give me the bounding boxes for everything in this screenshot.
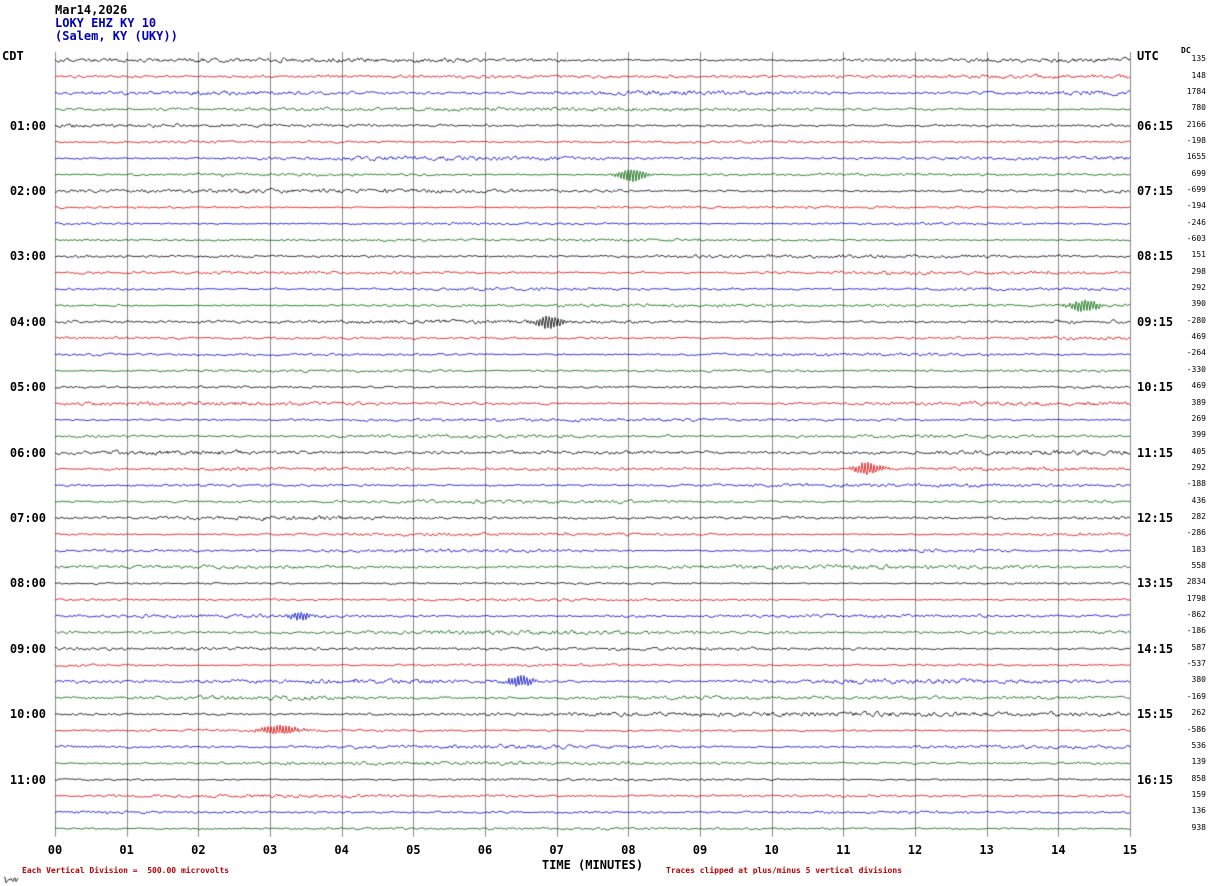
- x-tick-label: 15: [1122, 843, 1138, 857]
- dc-offset-value: -194: [1186, 201, 1206, 211]
- x-tick-label: 14: [1051, 843, 1066, 857]
- dc-offset-value: 292: [1191, 462, 1206, 472]
- dc-offset-value: 536: [1191, 740, 1206, 750]
- dc-offset-value: 282: [1191, 511, 1206, 521]
- station-title: LOKY EHZ KY 10: [55, 16, 157, 30]
- dc-offset-value: 292: [1191, 283, 1206, 293]
- left-time-label: 04:00: [9, 314, 46, 329]
- x-tick-label: 07: [549, 843, 564, 857]
- location-title: (Salem, KY (UKY)): [55, 29, 178, 43]
- dc-offset-value: 558: [1191, 561, 1206, 571]
- right-time-label: 08:15: [1137, 249, 1174, 264]
- x-axis-title: TIME (MINUTES): [541, 858, 644, 872]
- left-time-label: 10:00: [9, 707, 46, 722]
- right-time-label: 16:15: [1137, 772, 1174, 787]
- dc-offset-value: 587: [1191, 642, 1206, 652]
- left-time-label: 06:00: [9, 445, 46, 460]
- right-time-label: 15:15: [1137, 707, 1174, 722]
- dc-offset-value: -699: [1186, 184, 1206, 194]
- left-timezone-label: CDT: [2, 49, 24, 63]
- left-time-label: 09:00: [9, 641, 46, 656]
- right-time-label: 10:15: [1137, 380, 1174, 395]
- dc-offset-value: 399: [1191, 430, 1206, 440]
- x-tick-label: 06: [477, 843, 493, 857]
- clip-note: Traces clipped at plus/minus 5 vertical …: [666, 866, 903, 875]
- dc-offset-value: -603: [1186, 234, 1206, 244]
- x-tick-label: 10: [764, 843, 779, 857]
- dc-offset-value: 139: [1191, 757, 1206, 767]
- dc-offset-value: 469: [1191, 332, 1206, 342]
- dc-offset-value: 938: [1191, 822, 1206, 832]
- dc-offset-value: 159: [1191, 789, 1206, 799]
- right-time-label: 12:15: [1137, 510, 1174, 525]
- x-tick-label: 12: [907, 843, 923, 857]
- dc-offset-value: 389: [1191, 397, 1206, 407]
- dc-offset-value: -330: [1186, 364, 1206, 374]
- dc-offset-value: 136: [1191, 806, 1206, 816]
- right-time-label: 09:15: [1137, 314, 1174, 329]
- dc-offset-value: 2166: [1186, 119, 1206, 129]
- dc-offset-value: 2834: [1186, 577, 1206, 587]
- dc-offset-value: -246: [1186, 217, 1206, 227]
- x-tick-label: 00: [47, 843, 63, 857]
- x-tick-label: 09: [692, 843, 708, 857]
- dc-offset-value: -188: [1186, 479, 1206, 489]
- dc-offset-value: 699: [1191, 168, 1206, 178]
- dc-offset-value: 269: [1191, 413, 1206, 423]
- dc-offset-value: -169: [1186, 691, 1206, 701]
- dc-offset-value: -198: [1186, 135, 1206, 145]
- right-time-label: 11:15: [1137, 445, 1174, 460]
- dc-offset-value: 858: [1191, 773, 1206, 783]
- dc-offset-value: 262: [1191, 708, 1206, 718]
- right-time-label: 06:15: [1137, 118, 1174, 133]
- dc-offset-value: 1655: [1186, 152, 1206, 162]
- dc-offset-value: 780: [1191, 103, 1206, 113]
- dc-offset-value: -286: [1186, 528, 1206, 538]
- dc-offset-value: 183: [1191, 544, 1206, 554]
- dc-offset-value: 1784: [1186, 86, 1206, 96]
- dc-offset-value: 298: [1191, 266, 1206, 276]
- right-timezone-label: UTC: [1137, 49, 1159, 63]
- x-tick-label: 01: [119, 843, 134, 857]
- dc-offset-value: 405: [1191, 446, 1206, 456]
- left-time-label: 02:00: [9, 183, 46, 198]
- dc-offset-value: -280: [1186, 315, 1206, 325]
- dc-offset-value: 380: [1191, 675, 1206, 685]
- x-tick-label: 03: [262, 843, 278, 857]
- right-time-label: 13:15: [1137, 576, 1174, 591]
- dc-offset-value: 135: [1191, 54, 1206, 64]
- dc-offset-value: -186: [1186, 626, 1206, 636]
- dc-offset-value: -862: [1186, 610, 1206, 620]
- dc-offset-value: 469: [1191, 381, 1206, 391]
- x-tick-label: 05: [406, 843, 421, 857]
- x-tick-label: 08: [621, 843, 636, 857]
- dc-offset-value: 151: [1191, 250, 1206, 260]
- x-tick-label: 02: [191, 843, 206, 857]
- dc-offset-value: 390: [1191, 299, 1206, 309]
- left-time-label: 03:00: [9, 249, 46, 264]
- x-tick-label: 11: [836, 843, 851, 857]
- x-tick-label: 04: [334, 843, 349, 857]
- left-time-label: 05:00: [9, 380, 46, 395]
- left-time-label: 07:00: [9, 510, 46, 525]
- dc-offset-value: 148: [1191, 70, 1206, 80]
- dc-offset-value: -264: [1186, 348, 1206, 358]
- dc-offset-value: 1798: [1186, 593, 1206, 603]
- left-time-label: 11:00: [9, 772, 46, 787]
- right-time-label: 14:15: [1137, 641, 1174, 656]
- right-time-label: 07:15: [1137, 183, 1174, 198]
- left-time-label: 01:00: [9, 118, 46, 133]
- dc-offset-value: -586: [1186, 724, 1206, 734]
- left-time-label: 08:00: [9, 576, 46, 591]
- dc-offset-value: -537: [1186, 659, 1206, 669]
- dc-offset-value: 436: [1191, 495, 1206, 505]
- scale-note: Each Vertical Division = 500.00 microvol…: [22, 866, 230, 875]
- date-title: Mar14,2026: [55, 3, 128, 17]
- dc-column-header: DC: [1181, 46, 1191, 55]
- x-tick-label: 13: [979, 843, 994, 857]
